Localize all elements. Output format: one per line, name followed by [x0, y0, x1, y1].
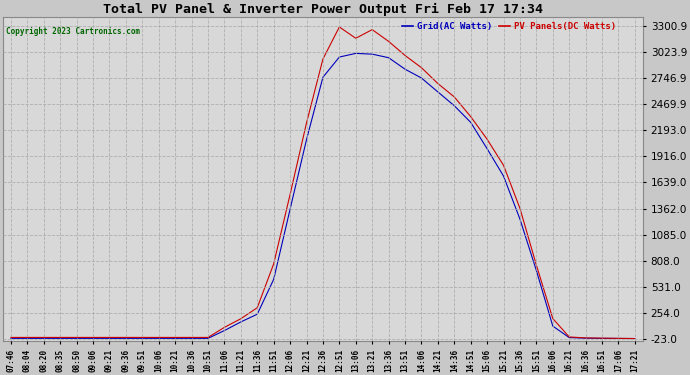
PV Panels(DC Watts) [253, 306, 262, 310]
PV Panels(DC Watts) [434, 81, 442, 86]
Grid(AC Watts) [286, 207, 294, 212]
PV Panels(DC Watts) [532, 263, 540, 267]
PV Panels(DC Watts) [582, 336, 590, 340]
PV Panels(DC Watts) [270, 262, 278, 266]
Grid(AC Watts) [188, 336, 196, 340]
Grid(AC Watts) [582, 336, 590, 340]
PV Panels(DC Watts) [401, 53, 409, 58]
PV Panels(DC Watts) [614, 336, 622, 340]
Grid(AC Watts) [516, 217, 524, 221]
Grid(AC Watts) [72, 336, 81, 340]
Grid(AC Watts) [302, 137, 311, 142]
PV Panels(DC Watts) [171, 335, 179, 340]
Grid(AC Watts) [40, 336, 48, 340]
Grid(AC Watts) [401, 67, 409, 71]
Grid(AC Watts) [500, 174, 508, 178]
PV Panels(DC Watts) [89, 335, 97, 340]
PV Panels(DC Watts) [188, 335, 196, 340]
Grid(AC Watts) [532, 268, 540, 273]
Grid(AC Watts) [7, 336, 15, 340]
Grid(AC Watts) [335, 55, 344, 59]
PV Panels(DC Watts) [450, 94, 458, 99]
Legend: Grid(AC Watts), PV Panels(DC Watts): Grid(AC Watts), PV Panels(DC Watts) [399, 18, 620, 34]
Line: Grid(AC Watts): Grid(AC Watts) [11, 53, 635, 339]
Grid(AC Watts) [483, 147, 491, 151]
PV Panels(DC Watts) [155, 335, 163, 340]
Grid(AC Watts) [204, 336, 212, 340]
Grid(AC Watts) [450, 104, 458, 108]
Grid(AC Watts) [565, 335, 573, 340]
Grid(AC Watts) [631, 336, 639, 341]
PV Panels(DC Watts) [302, 121, 311, 125]
Grid(AC Watts) [121, 336, 130, 340]
PV Panels(DC Watts) [106, 335, 114, 340]
PV Panels(DC Watts) [598, 336, 607, 340]
PV Panels(DC Watts) [500, 163, 508, 168]
PV Panels(DC Watts) [56, 335, 64, 340]
PV Panels(DC Watts) [286, 192, 294, 196]
Grid(AC Watts) [220, 328, 228, 333]
Grid(AC Watts) [384, 56, 393, 60]
Grid(AC Watts) [138, 336, 146, 340]
Line: PV Panels(DC Watts): PV Panels(DC Watts) [11, 27, 635, 339]
PV Panels(DC Watts) [40, 335, 48, 340]
Grid(AC Watts) [614, 336, 622, 341]
Grid(AC Watts) [89, 336, 97, 340]
PV Panels(DC Watts) [516, 206, 524, 211]
Grid(AC Watts) [253, 312, 262, 316]
PV Panels(DC Watts) [23, 335, 32, 340]
PV Panels(DC Watts) [565, 335, 573, 339]
PV Panels(DC Watts) [352, 36, 360, 40]
PV Panels(DC Watts) [237, 316, 245, 321]
Grid(AC Watts) [106, 336, 114, 340]
Grid(AC Watts) [417, 76, 426, 80]
PV Panels(DC Watts) [384, 39, 393, 44]
Grid(AC Watts) [56, 336, 64, 340]
Grid(AC Watts) [155, 336, 163, 340]
PV Panels(DC Watts) [138, 335, 146, 340]
Grid(AC Watts) [549, 324, 557, 328]
Grid(AC Watts) [270, 277, 278, 282]
Grid(AC Watts) [434, 90, 442, 94]
PV Panels(DC Watts) [549, 316, 557, 321]
PV Panels(DC Watts) [220, 325, 228, 330]
PV Panels(DC Watts) [466, 114, 475, 119]
Grid(AC Watts) [368, 52, 376, 56]
PV Panels(DC Watts) [7, 335, 15, 340]
PV Panels(DC Watts) [204, 335, 212, 340]
Grid(AC Watts) [598, 336, 607, 340]
PV Panels(DC Watts) [72, 335, 81, 340]
PV Panels(DC Watts) [335, 25, 344, 29]
Grid(AC Watts) [23, 336, 32, 340]
Title: Total PV Panel & Inverter Power Output Fri Feb 17 17:34: Total PV Panel & Inverter Power Output F… [103, 3, 543, 16]
PV Panels(DC Watts) [319, 57, 327, 61]
PV Panels(DC Watts) [368, 27, 376, 32]
Grid(AC Watts) [319, 75, 327, 80]
Text: Copyright 2023 Cartronics.com: Copyright 2023 Cartronics.com [6, 27, 140, 36]
Grid(AC Watts) [171, 336, 179, 340]
PV Panels(DC Watts) [631, 336, 639, 341]
PV Panels(DC Watts) [483, 137, 491, 141]
Grid(AC Watts) [352, 51, 360, 56]
PV Panels(DC Watts) [121, 335, 130, 340]
Grid(AC Watts) [237, 320, 245, 324]
PV Panels(DC Watts) [417, 65, 426, 70]
Grid(AC Watts) [466, 120, 475, 124]
